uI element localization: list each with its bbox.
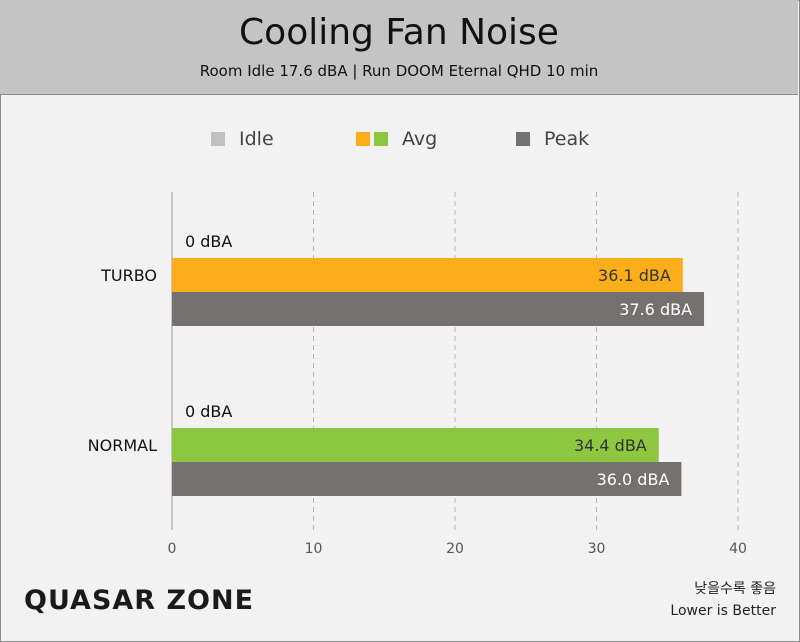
data-label-idle-normal: 0 dBA [185,402,232,421]
legend-peak-label: Peak [544,128,590,150]
legend-avg-swatch-2 [374,132,388,146]
legend-avg-label: Avg [402,128,438,150]
note-english: Lower is Better [670,603,776,619]
data-label-idle-turbo: 0 dBA [185,232,232,251]
category-label-turbo: TURBO [100,266,157,285]
quasarzone-logo: QUASAR ZONE [24,585,255,616]
legend-peak-swatch [516,132,530,146]
chart-header: Cooling Fan Noise Room Idle 17.6 dBA | R… [0,0,798,95]
bar-avg-turbo [172,258,683,292]
bar-peak-turbo [172,292,705,326]
legend-peak: Peak [516,128,589,150]
data-label-avg-turbo: 36.1 dBA [598,266,671,285]
x-tick-label-0: 0 [168,541,177,557]
legend-avg-swatch-1 [356,132,370,146]
legend-idle-label: Idle [239,128,274,150]
x-tick-label-20: 20 [446,541,464,557]
legend-idle: Idle [211,128,274,150]
legend-idle-swatch [211,132,225,146]
lower-is-better-note: 낮을수록 좋음 Lower is Better [670,578,776,622]
category-label-normal: NORMAL [88,436,157,455]
bar-avg-normal [172,428,659,462]
x-tick-label-30: 30 [588,541,606,557]
x-tick-label-40: 40 [729,541,747,557]
chart-title: Cooling Fan Noise [239,12,559,53]
bar-peak-normal [172,462,682,496]
x-tick-label-10: 10 [305,541,323,557]
legend-avg: Avg [356,128,437,150]
chart-subtitle: Room Idle 17.6 dBA | Run DOOM Eternal QH… [199,62,599,80]
data-label-peak-turbo: 37.6 dBA [619,300,692,319]
data-label-peak-normal: 36.0 dBA [597,470,670,489]
data-label-avg-normal: 34.4 dBA [574,436,647,455]
note-korean: 낮을수록 좋음 [694,581,776,597]
